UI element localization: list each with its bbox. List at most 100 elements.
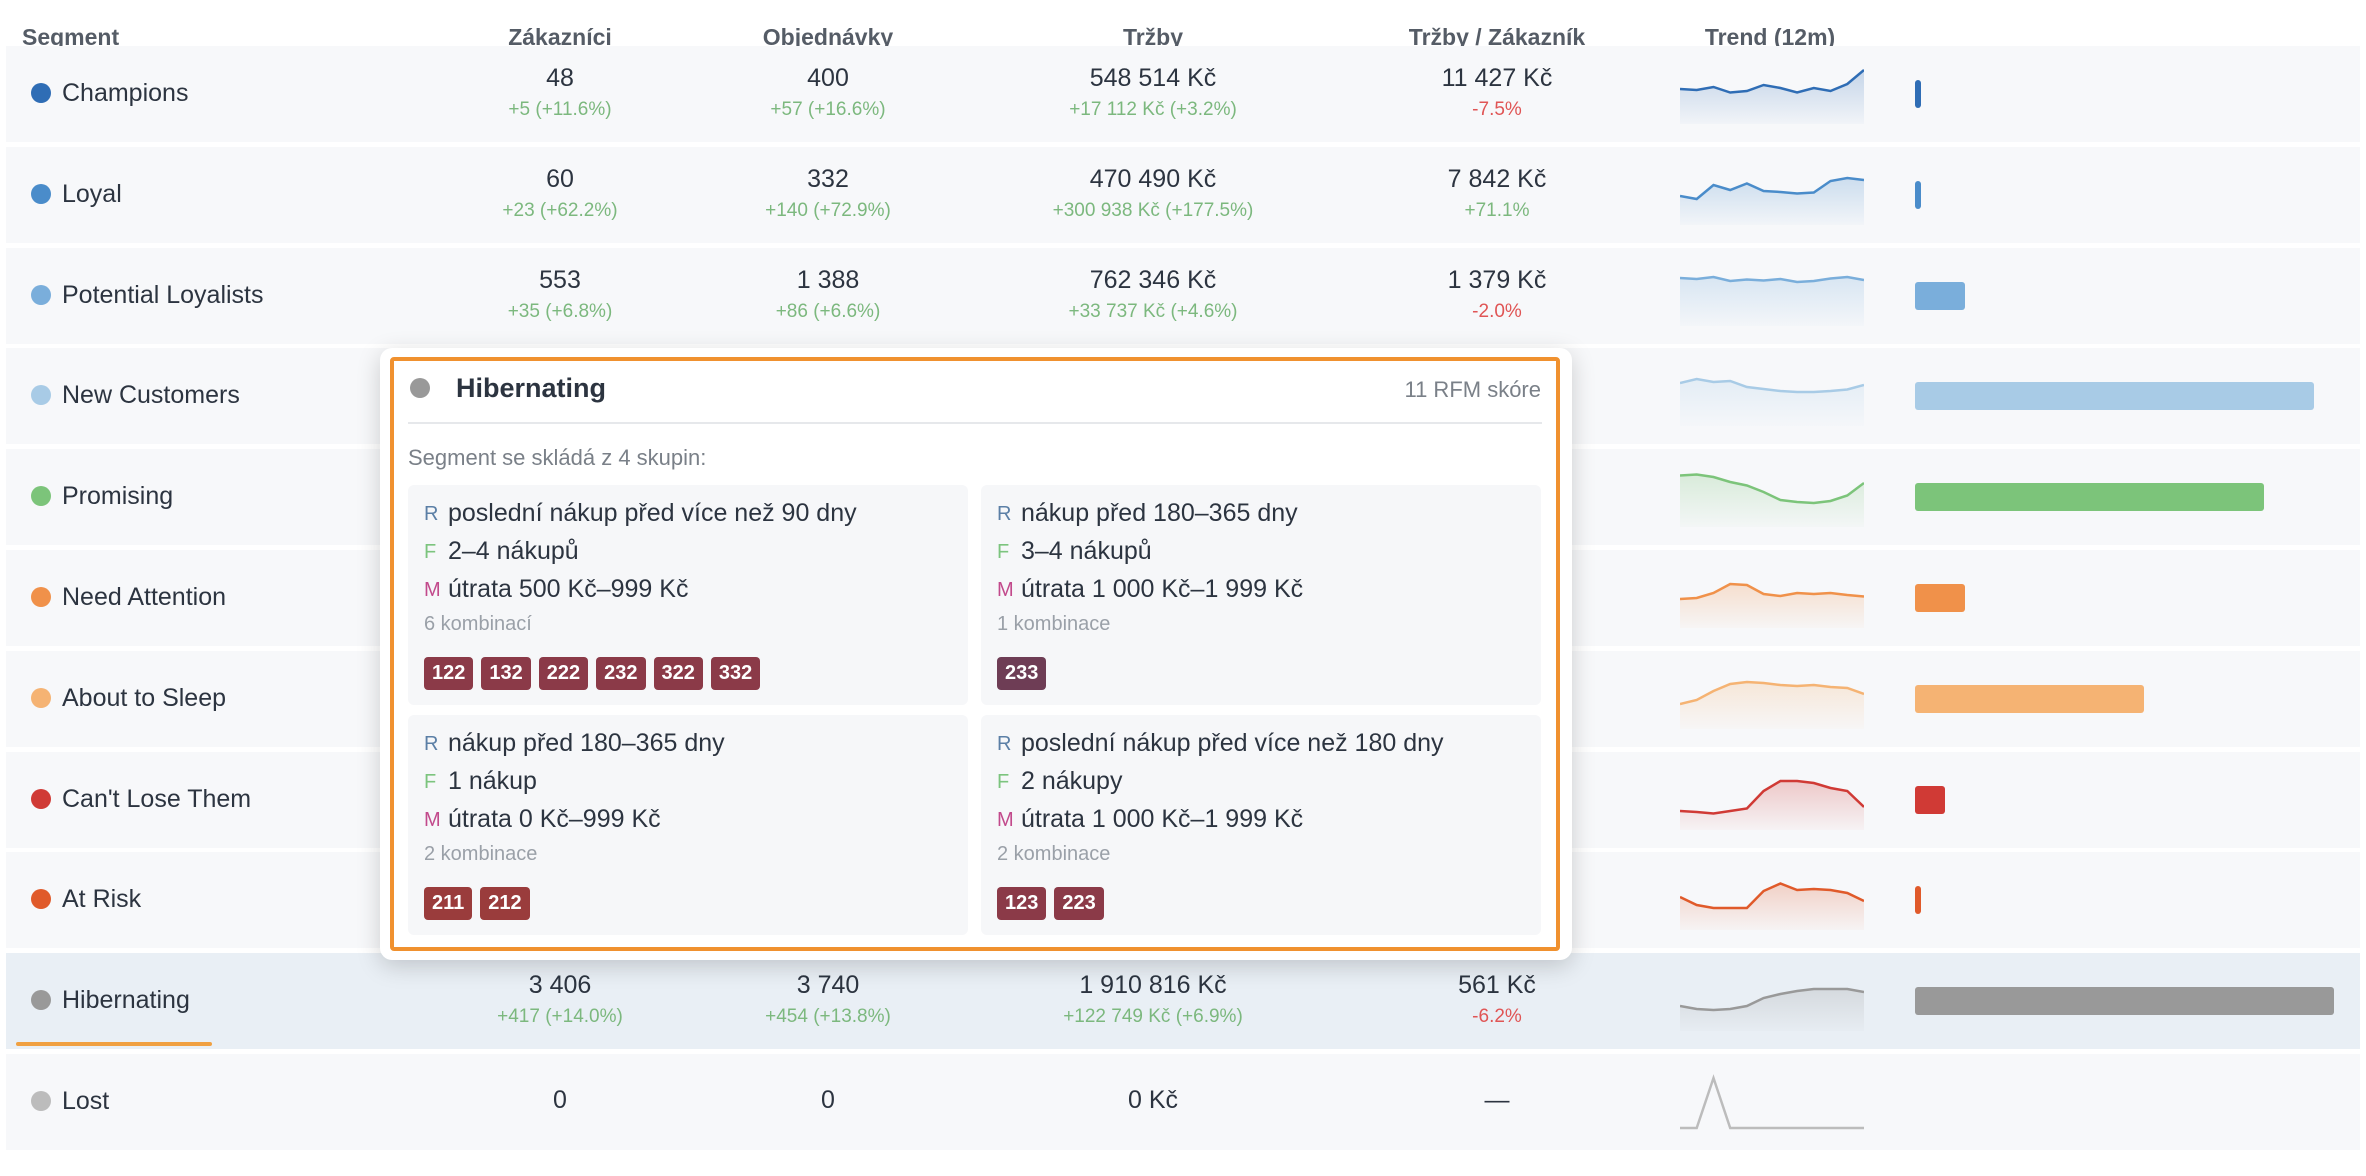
trend-line [1680,69,1864,94]
col-segment[interactable]: Segment [22,24,120,50]
trend-line [1680,473,1864,505]
rfm-letter-m: M [997,809,1014,831]
segment-color-dot [31,990,51,1011]
col-revenue-per-customer[interactable]: Tržby / Zákazník [1408,24,1586,50]
rfm-letter-r: R [997,503,1012,525]
trend-sparkline [1680,779,1864,830]
col-customers[interactable]: Zákazníci [508,24,612,50]
rpc-delta: -7.5% [1472,99,1522,120]
rfm-code-badge: 123 [997,887,1047,920]
table-row[interactable]: Loyal 60 +23 (+62.2%) 332 +140 (+72.9%) 470 4… [6,146,2360,243]
rfm-code-badge: 233 [997,657,1047,690]
segment-name[interactable]: Potential Loyalists [62,280,264,309]
revenue-value: 762 346 Kč [1089,265,1217,294]
rpc-value: 561 Kč [1458,971,1536,1000]
orders-delta: +57 (+16.6%) [770,99,886,120]
metric-customers: 0 [420,1054,700,1115]
revenue-delta: +33 737 Kč (+4.6%) [1068,300,1238,322]
trend-sparkline [1680,69,1864,124]
table-row[interactable]: Hibernating 3 406 +417 (+14.0%) 3 740 +454 (… [6,953,2360,1050]
share-bar [1915,785,1945,814]
trend-sparkline [1680,176,1864,225]
segment-name[interactable]: New Customers [62,381,240,410]
segment-color-dot [31,889,51,910]
trend-line [1680,1074,1864,1130]
trend-sparkline [1680,680,1864,729]
trend-area [1680,584,1864,628]
rfm-f-description: 2 nákupy [1021,767,1123,795]
trend-sparkline [1680,473,1864,528]
combination-count: 2 kombinace [424,843,538,865]
trend-area [1680,681,1864,729]
table-row[interactable]: Lost 0 0 0 Kč — [6,1054,2360,1150]
col-revenue[interactable]: Tržby [1122,24,1184,50]
rfm-code-badges: 122 132 222 232 322 332 [424,657,761,690]
segment-name[interactable]: At Risk [62,885,142,914]
rfm-code-badge: 132 [481,657,531,690]
revenue-value: 470 490 Kč [1089,164,1217,193]
segment-color-dot [31,83,51,103]
revenue-delta: +300 938 Kč (+177.5%) [1052,199,1254,221]
rfm-code-badge: 212 [480,887,530,920]
metric-revenue: 762 346 Kč +33 737 Kč (+4.6%) [1013,248,1293,323]
segment-name[interactable]: Need Attention [62,583,227,611]
metric-rpc: — [1357,1054,1637,1115]
table-row[interactable]: Potential Loyalists 553 +35 (+6.8%) 1 388 +8… [6,247,2360,344]
rfm-code-badge: 223 [1054,887,1104,920]
table-row[interactable]: Champions 48 +5 (+11.6%) 400 +57 (+16.6%) 548… [6,46,2360,142]
orders-value: 400 [807,64,849,92]
segment-name[interactable]: Hibernating [62,986,190,1015]
rfm-code-badge: 211 [424,887,473,920]
segment-color-dot [31,788,51,809]
customers-value: 0 [553,1086,567,1114]
orders-value: 3 740 [796,971,860,1000]
trend-line [1680,176,1864,201]
revenue-delta: +122 749 Kč (+6.9%) [1063,1006,1243,1028]
trend-line [1680,882,1864,910]
rfm-m-description: útrata 0 Kč–999 Kč [448,805,661,833]
rfm-code-badge: 332 [710,657,761,690]
segment-name[interactable]: Lost [62,1087,110,1115]
rpc-delta: -2.0% [1472,300,1522,322]
segment-name[interactable]: Champions [62,79,189,107]
metric-customers: 60 +23 (+62.2%) [420,147,700,222]
hover-underline [16,1042,212,1046]
metric-rpc: 7 842 Kč +71.1% [1357,147,1637,222]
rfm-f-description: 2–4 nákupů [448,537,579,565]
rfm-r-description: poslední nákup před více než 180 dny [1021,729,1444,757]
share-bar [1915,483,2264,512]
rfm-letter-m: M [424,579,441,601]
popup-highlight-frame [390,357,1560,951]
trend-sparkline [1680,882,1864,931]
segment-name[interactable]: Can't Lose Them [62,784,252,813]
trend-line [1680,378,1864,394]
segment-color-dot [31,385,51,406]
revenue-value: 1 910 816 Kč [1079,971,1227,1000]
customers-value: 48 [546,64,574,92]
rpc-value: — [1484,1086,1510,1114]
segment-color-dot [31,687,51,708]
revenue-value: 0 Kč [1127,1086,1179,1114]
segment-name[interactable]: Loyal [62,179,122,208]
metric-revenue: 1 910 816 Kč +122 749 Kč (+6.9%) [1013,953,1293,1028]
metric-rpc: 561 Kč -6.2% [1357,953,1637,1028]
revenue-value: 548 514 Kč [1089,64,1217,92]
rfm-code-badges: 211 212 [424,887,530,920]
segment-color-dot [31,1091,51,1111]
orders-delta: +454 (+13.8%) [765,1006,891,1028]
segment-name[interactable]: Promising [62,482,174,511]
share-bar [1915,382,2314,411]
metric-revenue: 548 514 Kč +17 112 Kč (+3.2%) [1013,46,1293,121]
rfm-letter-m: M [424,809,441,831]
popup-rfm-score: 11 RFM skóre [1404,377,1541,402]
metric-rpc: 1 379 Kč -2.0% [1357,248,1637,323]
trend-sparkline [1680,987,1864,1032]
rfm-code-badge: 232 [596,657,646,690]
col-orders[interactable]: Objednávky [762,24,894,50]
customers-delta: +417 (+14.0%) [497,1006,623,1028]
metric-orders: 3 740 +454 (+13.8%) [688,953,968,1028]
trend-area [1680,70,1864,124]
metric-customers: 3 406 +417 (+14.0%) [420,953,700,1028]
segment-name[interactable]: About to Sleep [62,683,227,712]
